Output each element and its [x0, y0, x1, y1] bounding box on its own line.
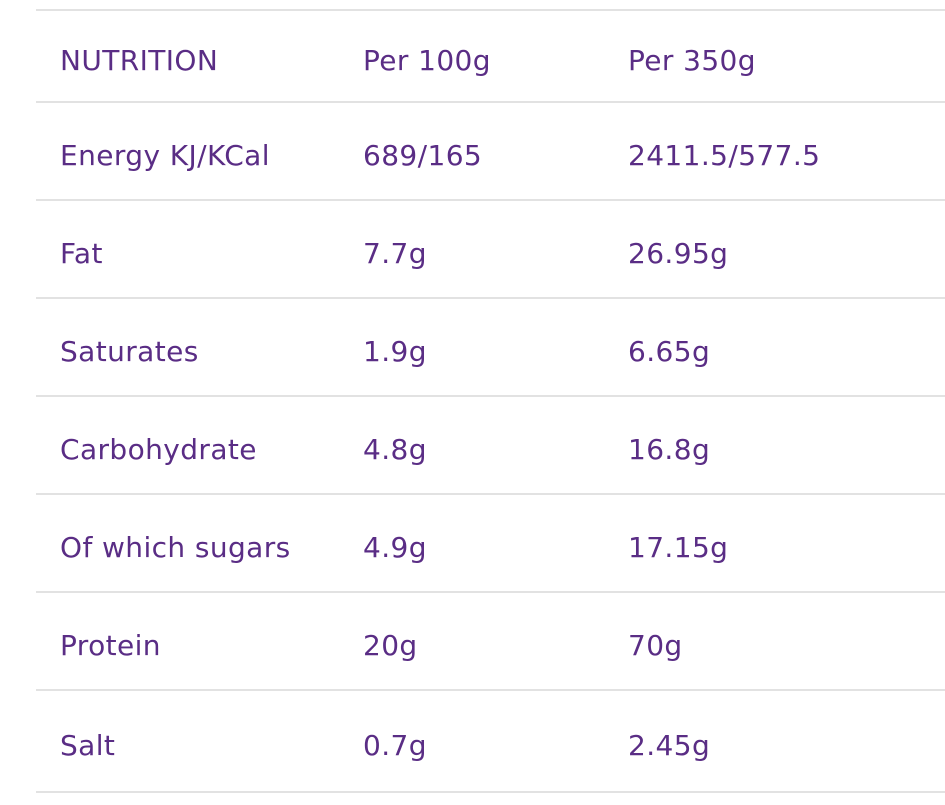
nutrition-table: NUTRITION Per 100g Per 350g Energy KJ/KC… — [36, 9, 945, 793]
per-100g-value: 4.8g — [363, 432, 427, 466]
table-row-energy: Energy KJ/KCal 689/165 2411.5/577.5 — [36, 101, 945, 199]
header-nutrition: NUTRITION — [60, 43, 219, 77]
per-350g-value: 26.95g — [628, 236, 729, 270]
table-row-salt: Salt 0.7g 2.45g — [36, 689, 945, 793]
per-100g-value: 7.7g — [363, 236, 427, 270]
table-header-row: NUTRITION Per 100g Per 350g — [36, 9, 945, 101]
nutrient-label: Protein — [60, 628, 161, 662]
per-100g-value: 0.7g — [363, 728, 427, 762]
header-per-350g: Per 350g — [628, 43, 756, 77]
per-350g-value: 6.65g — [628, 334, 711, 368]
nutrient-label: Salt — [60, 728, 116, 762]
per-350g-value: 17.15g — [628, 530, 729, 564]
nutrient-label: Saturates — [60, 334, 199, 368]
table-row-fat: Fat 7.7g 26.95g — [36, 199, 945, 297]
nutrient-label: Carbohydrate — [60, 432, 257, 466]
table-row-protein: Protein 20g 70g — [36, 591, 945, 689]
per-100g-value: 689/165 — [363, 138, 483, 172]
per-350g-value: 16.8g — [628, 432, 711, 466]
header-per-100g: Per 100g — [363, 43, 491, 77]
per-350g-value: 2.45g — [628, 728, 711, 762]
per-350g-value: 70g — [628, 628, 683, 662]
table-row-saturates: Saturates 1.9g 6.65g — [36, 297, 945, 395]
per-100g-value: 4.9g — [363, 530, 427, 564]
nutrient-label: Fat — [60, 236, 103, 270]
table-row-carbohydrate: Carbohydrate 4.8g 16.8g — [36, 395, 945, 493]
table-row-sugars: Of which sugars 4.9g 17.15g — [36, 493, 945, 591]
per-100g-value: 1.9g — [363, 334, 427, 368]
nutrient-label: Of which sugars — [60, 530, 291, 564]
per-350g-value: 2411.5/577.5 — [628, 138, 821, 172]
per-100g-value: 20g — [363, 628, 418, 662]
nutrient-label: Energy KJ/KCal — [60, 138, 270, 172]
